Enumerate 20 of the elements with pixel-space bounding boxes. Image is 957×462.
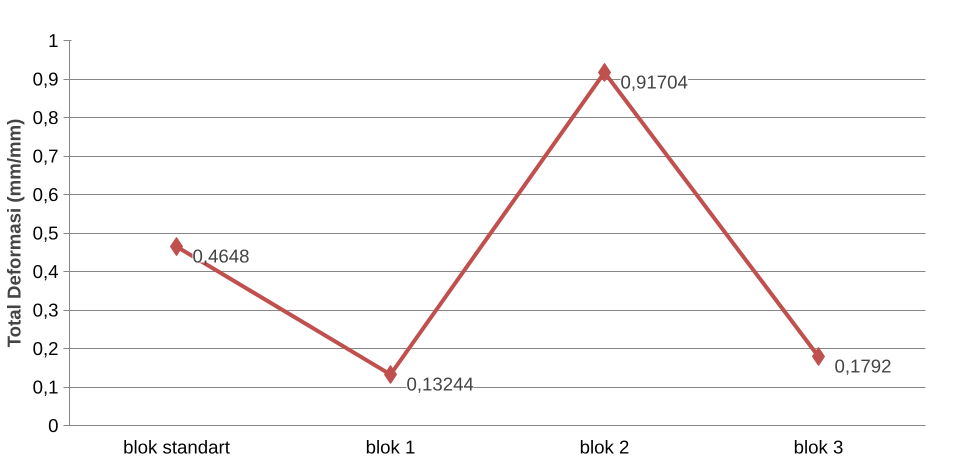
x-tick-label: blok 3 [794, 436, 844, 458]
y-tick-label: 0,9 [32, 68, 59, 90]
data-label: 0,1792 [834, 356, 892, 377]
data-label: 0,13244 [406, 374, 474, 395]
y-tick-label: 0,3 [32, 300, 59, 320]
y-tick-label: 0,2 [32, 338, 59, 359]
x-tick-label: blok standart [123, 436, 231, 458]
x-tick-label: blok 1 [366, 436, 416, 458]
y-tick-label: 1 [48, 30, 59, 51]
y-tick-label: 0 [48, 415, 59, 436]
y-tick-label: 0,6 [32, 184, 59, 205]
y-tick-label: 0,4 [32, 261, 59, 282]
y-tick-label: 0,1 [32, 376, 59, 398]
data-label: 0,91704 [620, 71, 688, 92]
y-tick-label: 0,8 [32, 107, 59, 128]
data-label: 0,4648 [192, 246, 250, 267]
y-tick-label: 0,5 [32, 222, 59, 244]
y-axis-title: Total Deformasi (mm/mm) [4, 118, 25, 348]
y-tick-label: 0,7 [32, 146, 59, 166]
x-tick-label: blok 2 [580, 436, 630, 458]
